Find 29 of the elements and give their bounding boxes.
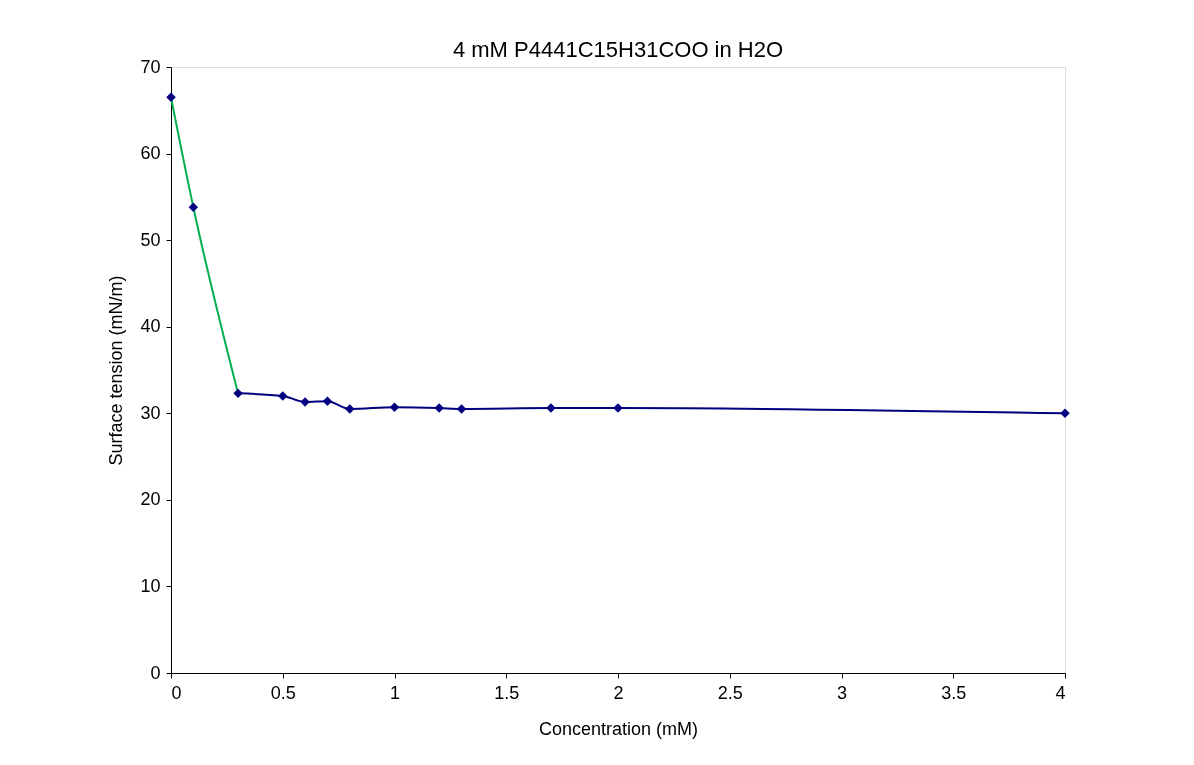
point: [1060, 408, 1070, 419]
x-tick-label: 0.5: [270, 682, 296, 703]
chart-title: 4 mM P4441C15H31COO in H2O: [452, 37, 784, 62]
x-tick-label: 2.5: [717, 682, 743, 703]
y-tick-label: 20: [140, 489, 161, 510]
point: [233, 388, 243, 399]
y-tick-label: 50: [140, 229, 161, 250]
x-tick-label: 1.5: [494, 682, 520, 703]
point: [456, 404, 467, 414]
point: [278, 391, 288, 401]
x-tick-label: 2: [613, 682, 624, 703]
x-tick-label: 3.5: [941, 682, 967, 703]
point: [188, 202, 199, 212]
y-tick-label: 40: [140, 316, 161, 337]
y-tick-label: 0: [150, 662, 161, 683]
x-tick-label: 4: [1055, 682, 1066, 703]
point: [166, 92, 176, 103]
y-tick-label: 10: [140, 575, 161, 596]
x-axis-title: Concentration (mM): [538, 718, 699, 739]
y-axis-title: Surface tension (mN/m): [106, 275, 127, 466]
x-tick-label: 3: [836, 682, 848, 703]
y-tick-label: 30: [140, 402, 161, 423]
x-tick-label: 1: [389, 682, 401, 703]
y-tick-label: 60: [140, 143, 161, 164]
y-tick-label: 70: [140, 56, 161, 77]
point: [389, 402, 400, 412]
x-tick-label: 0: [171, 682, 182, 703]
point: [434, 403, 444, 413]
point: [322, 396, 333, 406]
